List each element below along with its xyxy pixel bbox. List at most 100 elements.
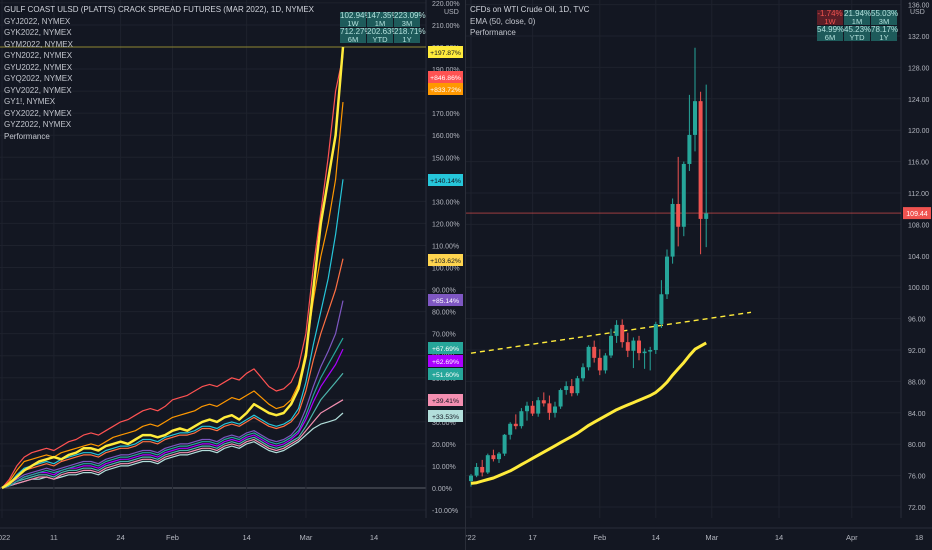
time-axis-label: 17	[528, 533, 536, 542]
price-axis-label: 96.00	[908, 317, 926, 324]
left-chart-svg[interactable]: 220.00%210.00%200.00%190.00%180.00%170.0…	[0, 0, 466, 550]
right-chart-svg[interactable]: 136.00 132.00 128.00 124.00 120.00 116.00 112.…	[466, 0, 932, 550]
candle-body	[525, 405, 529, 412]
ema-line	[470, 341, 707, 485]
price-axis-label: 104.00	[908, 254, 930, 261]
candle-body	[547, 403, 552, 413]
legend-ema[interactable]: EMA (50, close, 0)	[470, 16, 536, 26]
price-axis-label: 116.00	[908, 160, 929, 167]
performance-cell: 712.27% 6M	[340, 27, 372, 44]
candle-body	[704, 213, 709, 219]
performance-cell: 102.94% 1W	[340, 11, 372, 28]
left-chart-pane[interactable]: 220.00%210.00%200.00%190.00%180.00%170.0…	[0, 0, 466, 550]
price-axis-label: 30.00%	[432, 420, 456, 427]
candle-body	[614, 324, 619, 336]
legend-symbol[interactable]: GYM2022, NYMEX	[4, 39, 73, 49]
right-legend-title: CFDs on WTI Crude Oil, 1D, TVC	[470, 5, 590, 14]
candle-body	[659, 294, 664, 325]
last-value-text: +833.72%	[430, 87, 461, 94]
legend-symbol[interactable]: GYX2022, NYMEX	[4, 108, 72, 118]
legend-symbol[interactable]: GYV2022, NYMEX	[4, 85, 72, 95]
price-axis-label: 80.00	[908, 442, 926, 449]
price-axis-label: -10.00%	[432, 508, 458, 515]
legend-symbol[interactable]: GYQ2022, NYMEX	[4, 74, 73, 83]
performance-cell: 45.23% YTD	[844, 24, 872, 42]
time-axis-label: '22	[466, 533, 476, 542]
candle-body	[698, 101, 703, 219]
candle-body	[497, 453, 501, 460]
legend-symbol[interactable]: GYU2022, NYMEX	[4, 62, 73, 72]
performance-cell: 55.03% 3M	[871, 8, 899, 26]
performance-period: 3M	[878, 16, 890, 26]
legend-symbol[interactable]: GYZ2022, NYMEX	[4, 120, 72, 129]
price-axis-label: 100.00%	[432, 266, 460, 273]
performance-period: 1Y	[402, 34, 412, 44]
candle-body	[637, 340, 641, 354]
price-axis-label: 210.00%	[432, 23, 460, 30]
candle-body	[592, 346, 597, 358]
time-axis-label: 18	[915, 533, 923, 542]
left-legend-title: GULF COAST ULSD (PLATTS) CRACK SPREAD FU…	[4, 5, 314, 14]
price-axis-label: 120.00%	[432, 221, 460, 228]
price-axis-label: 132.00	[908, 34, 930, 41]
performance-period: 1W	[824, 16, 836, 26]
left-legend: GULF COAST ULSD (PLATTS) CRACK SPREAD FU…	[4, 4, 314, 142]
price-axis-label: 80.00%	[432, 310, 456, 317]
performance-cell: 147.35% 1M	[367, 10, 399, 28]
candle-body	[530, 405, 535, 414]
legend-symbol[interactable]: GYN2022, NYMEX	[4, 51, 73, 60]
right-chart-pane[interactable]: 136.00 132.00 128.00 124.00 120.00 116.00 112.…	[466, 0, 932, 550]
series-line	[1, 399, 344, 489]
trendline	[470, 311, 752, 354]
last-value-badge	[428, 71, 463, 83]
performance-value: 78.17%	[871, 24, 899, 34]
series-line	[1, 46, 345, 490]
candle-body	[670, 203, 675, 257]
time-axis-label: Mar	[299, 533, 312, 542]
series-line	[1, 258, 344, 489]
performance-period: YTD	[849, 32, 865, 42]
price-axis-label: 136.00	[908, 3, 930, 10]
candle-body	[625, 342, 630, 351]
candle-body	[485, 455, 490, 473]
left-performance-widget: 102.94% 1W 147.35% 1M 223.09% 3M 712.27% 6M 202.…	[340, 10, 426, 44]
last-value-badge	[428, 394, 463, 406]
performance-period: 1W	[347, 18, 359, 28]
last-value-text: +85.14%	[432, 298, 459, 305]
time-axis-label: 14	[242, 533, 250, 542]
candle-body	[642, 351, 647, 354]
candle-body	[553, 406, 557, 413]
candle-body	[502, 434, 507, 454]
time-axis-label: Feb	[593, 533, 606, 542]
price-axis-label: 160.00%	[432, 133, 460, 140]
time-axis-label: 24	[116, 533, 124, 542]
pane-divider[interactable]	[465, 0, 466, 550]
candle-body	[541, 400, 546, 404]
performance-period: 1M	[374, 18, 386, 28]
performance-value: 55.03%	[871, 8, 899, 18]
candle-body	[474, 466, 479, 476]
legend-performance[interactable]: Performance	[470, 28, 516, 37]
candle-body	[513, 423, 518, 427]
performance-value: 45.23%	[844, 24, 872, 34]
performance-value: -1.74%	[817, 8, 843, 18]
candle-body	[609, 335, 613, 356]
legend-indicator[interactable]: Performance	[4, 131, 50, 141]
time-axis-label: 14	[652, 533, 660, 542]
candle-body	[469, 475, 473, 482]
performance-value: 147.35%	[367, 10, 399, 20]
performance-value: 202.63%	[367, 26, 399, 36]
series-line	[1, 372, 344, 489]
candle-body	[681, 163, 686, 227]
last-value-text: +51.60%	[432, 372, 459, 379]
performance-period: 6M	[824, 32, 836, 42]
last-value-badge	[428, 355, 463, 367]
last-value-text: +67.69%	[432, 346, 459, 353]
legend-symbol[interactable]: GYJ2022, NYMEX	[4, 16, 71, 26]
series-line	[1, 348, 344, 489]
performance-period: 6M	[347, 34, 359, 44]
last-price-text: 109.44	[906, 211, 928, 218]
candle-body	[693, 101, 697, 135]
legend-symbol[interactable]: GYK2022, NYMEX	[4, 28, 72, 37]
legend-symbol[interactable]: GY1!, NYMEX	[4, 97, 56, 106]
